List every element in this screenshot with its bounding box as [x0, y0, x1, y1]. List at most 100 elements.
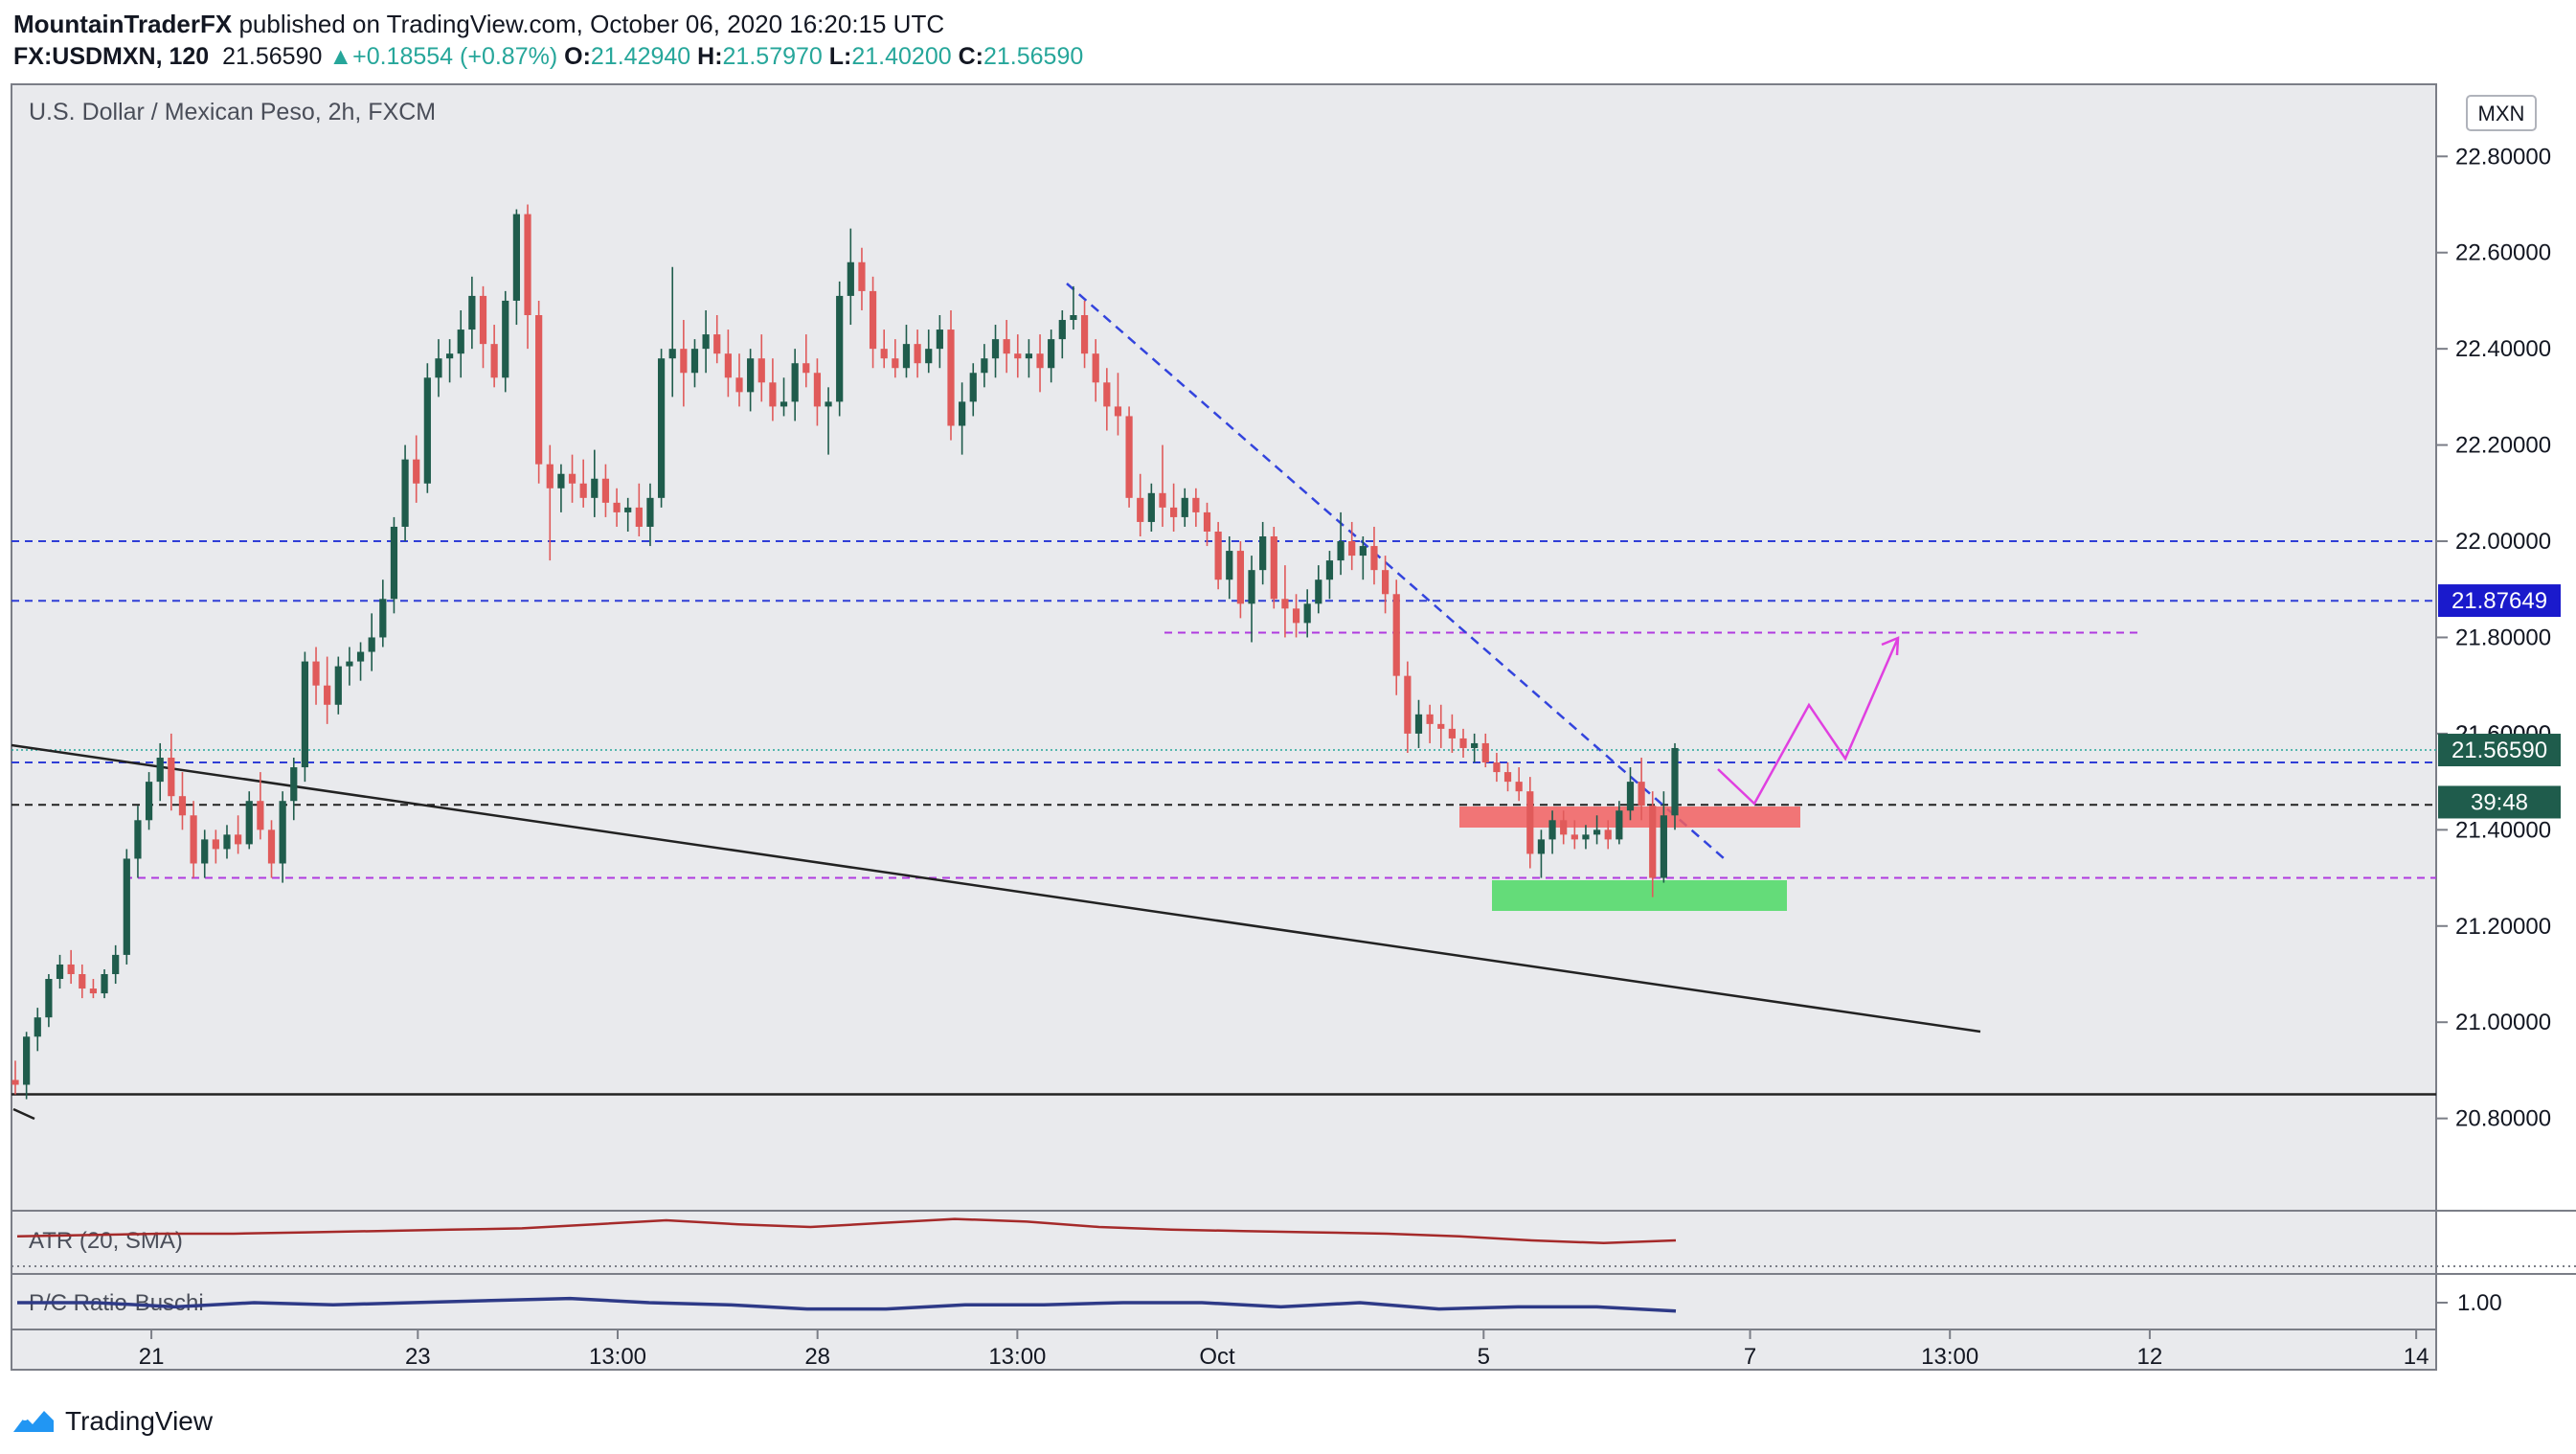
candle-147[interactable] — [1649, 791, 1657, 897]
candle-28[interactable] — [324, 656, 331, 724]
candle-78[interactable] — [880, 329, 888, 369]
candle-60[interactable] — [680, 320, 688, 407]
candle-42[interactable] — [479, 285, 487, 369]
candle-83[interactable] — [936, 315, 943, 369]
candle-106[interactable] — [1192, 488, 1200, 527]
candle-74[interactable] — [836, 281, 844, 417]
candle-142[interactable] — [1593, 815, 1601, 845]
candle-140[interactable] — [1570, 820, 1578, 850]
candle-54[interactable] — [613, 488, 621, 527]
candle-31[interactable] — [356, 642, 365, 681]
candle-148[interactable] — [1660, 791, 1667, 883]
candle-103[interactable] — [1159, 444, 1166, 527]
candle-45[interactable] — [512, 209, 520, 326]
candle-79[interactable] — [892, 339, 899, 378]
candle-52[interactable] — [591, 449, 599, 517]
candle-17[interactable] — [201, 829, 209, 878]
candle-30[interactable] — [346, 647, 353, 686]
candle-24[interactable] — [279, 791, 286, 883]
candle-38[interactable] — [435, 339, 442, 398]
candle-98[interactable] — [1103, 368, 1111, 431]
candle-29[interactable] — [334, 656, 342, 715]
candle-113[interactable] — [1270, 526, 1277, 609]
candle-105[interactable] — [1181, 488, 1188, 527]
candle-57[interactable] — [646, 483, 654, 547]
author-name[interactable]: MountainTraderFX — [13, 10, 233, 38]
candle-44[interactable] — [502, 290, 509, 393]
candle-128[interactable] — [1437, 704, 1445, 748]
candle-91[interactable] — [1025, 339, 1033, 378]
candle-61[interactable] — [690, 339, 699, 388]
candle-104[interactable] — [1170, 483, 1178, 532]
candle-62[interactable] — [702, 309, 710, 374]
price-axis[interactable]: 22.80000 22.60000 22.40000 22.20000 22.00000… — [2436, 144, 2551, 1132]
candle-85[interactable] — [959, 382, 966, 455]
candle-121[interactable] — [1359, 536, 1367, 580]
usdmxn-chart[interactable]: U.S. Dollar / Mexican Peso, 2h, FXCM MXN… — [0, 75, 2576, 1400]
candle-139[interactable] — [1560, 810, 1568, 845]
candle-21[interactable] — [245, 791, 253, 850]
candle-136[interactable] — [1526, 777, 1534, 869]
candle-41[interactable] — [468, 276, 476, 350]
candle-18[interactable] — [212, 829, 219, 864]
candle-20[interactable] — [235, 815, 242, 854]
projection-path[interactable] — [1717, 637, 1900, 807]
candle-134[interactable] — [1503, 762, 1512, 792]
candle-22[interactable] — [257, 772, 264, 840]
candle-1[interactable] — [23, 1032, 31, 1100]
candle-144[interactable] — [1616, 801, 1623, 845]
candle-9[interactable] — [112, 944, 120, 985]
candle-35[interactable] — [401, 444, 409, 542]
candle-93[interactable] — [1048, 329, 1055, 383]
candle-127[interactable] — [1426, 704, 1434, 743]
candle-47[interactable] — [535, 300, 543, 484]
candle-40[interactable] — [457, 309, 464, 378]
candle-2[interactable] — [34, 1008, 41, 1052]
candle-25[interactable] — [290, 758, 298, 821]
candle-135[interactable] — [1515, 767, 1523, 802]
candle-59[interactable] — [668, 266, 676, 398]
candle-64[interactable] — [724, 329, 732, 398]
candle-71[interactable] — [802, 334, 810, 388]
candle-6[interactable] — [79, 964, 86, 999]
candle-86[interactable] — [969, 363, 977, 417]
candle-99[interactable] — [1114, 373, 1122, 436]
candle-55[interactable] — [624, 497, 632, 532]
candle-7[interactable] — [89, 979, 98, 999]
candle-73[interactable] — [825, 387, 832, 455]
candle-5[interactable] — [67, 949, 75, 985]
candle-67[interactable] — [757, 334, 765, 402]
candle-26[interactable] — [301, 651, 309, 783]
currency-badge[interactable] — [2466, 95, 2537, 131]
candle-141[interactable] — [1582, 825, 1590, 850]
candle-123[interactable] — [1381, 556, 1390, 614]
candle-89[interactable] — [1003, 320, 1010, 374]
candle-117[interactable] — [1315, 565, 1322, 614]
candle-23[interactable] — [267, 820, 276, 878]
candle-8[interactable] — [101, 968, 108, 999]
candle-72[interactable] — [813, 358, 822, 426]
symbol-name[interactable]: FX:USDMXN, 120 — [13, 43, 210, 70]
candle-56[interactable] — [635, 483, 643, 537]
candle-3[interactable] — [45, 973, 53, 1028]
candle-108[interactable] — [1214, 521, 1222, 590]
candle-90[interactable] — [1014, 334, 1022, 378]
candle-109[interactable] — [1226, 536, 1233, 600]
candle-75[interactable] — [847, 228, 854, 326]
green-support-zone[interactable] — [1492, 880, 1787, 911]
candle-11[interactable] — [134, 806, 142, 878]
candle-4[interactable] — [56, 954, 64, 989]
candle-126[interactable] — [1414, 699, 1423, 748]
candle-58[interactable] — [657, 349, 666, 508]
candle-77[interactable] — [869, 276, 877, 369]
time-axis[interactable]: 21 23 13:00 28 13:00 Oct 5 7 13:00 12 14 — [139, 1329, 2429, 1370]
candle-131[interactable] — [1471, 733, 1479, 763]
candle-53[interactable] — [601, 464, 610, 517]
candle-130[interactable] — [1459, 728, 1467, 759]
candle-49[interactable] — [557, 464, 565, 512]
candle-81[interactable] — [914, 329, 921, 378]
candle-84[interactable] — [947, 309, 955, 441]
candle-118[interactable] — [1325, 551, 1334, 600]
candle-100[interactable] — [1125, 406, 1133, 508]
candle-50[interactable] — [568, 454, 576, 503]
